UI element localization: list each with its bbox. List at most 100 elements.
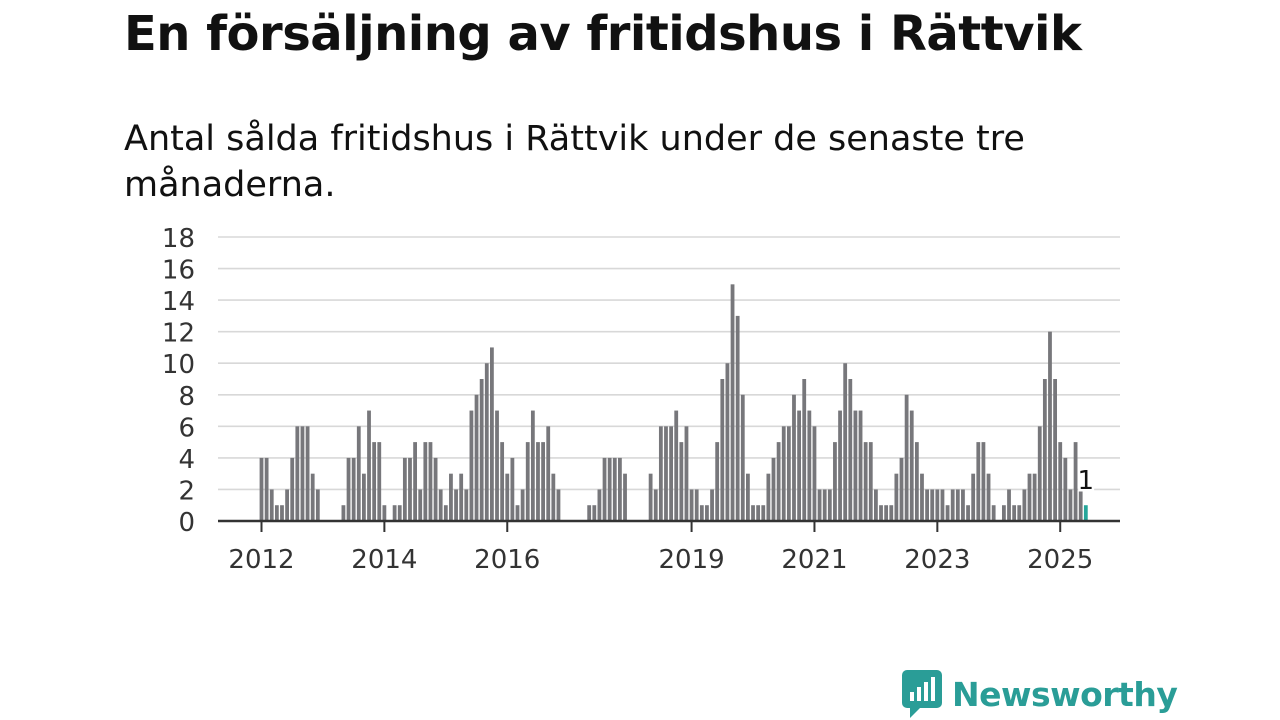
- bar: [899, 457, 904, 521]
- bar: [510, 457, 515, 521]
- y-tick-label: 8: [178, 382, 195, 412]
- bar: [1022, 489, 1027, 521]
- bar: [833, 442, 837, 521]
- bar: [766, 473, 771, 521]
- bar: [756, 505, 761, 521]
- bar: [1032, 473, 1037, 521]
- bar: [490, 347, 494, 521]
- bar-highlight: [1083, 505, 1088, 521]
- x-tick-label: 2021: [781, 545, 847, 575]
- bar: [1048, 331, 1052, 521]
- x-tick-label: 2025: [1027, 545, 1093, 575]
- bar: [479, 379, 484, 521]
- bar: [290, 457, 295, 521]
- bars: [259, 284, 1088, 521]
- bar: [740, 394, 745, 521]
- bar: [454, 489, 458, 521]
- y-tick-label: 12: [162, 319, 195, 349]
- bar: [449, 473, 453, 521]
- bar: [367, 410, 371, 521]
- y-tick-label: 0: [178, 508, 195, 538]
- newsworthy-logo-icon: [902, 670, 942, 718]
- bar: [525, 442, 530, 521]
- bar: [464, 489, 469, 521]
- y-tick-label: 16: [162, 256, 195, 286]
- bar: [1037, 426, 1042, 521]
- bar: [551, 473, 556, 521]
- bar: [1053, 379, 1057, 521]
- bar: [269, 489, 274, 521]
- bar: [418, 489, 423, 521]
- bar: [377, 442, 382, 521]
- bar: [991, 505, 996, 521]
- bar: [264, 457, 269, 521]
- bar: [274, 505, 279, 521]
- bar: [802, 379, 807, 521]
- bar: [725, 363, 730, 521]
- bar: [1068, 489, 1073, 521]
- y-tick-label: 14: [162, 287, 195, 317]
- bar: [776, 442, 781, 521]
- bar: [305, 426, 310, 521]
- bar: [674, 410, 679, 521]
- x-tick-label: 2014: [351, 545, 417, 575]
- bar: [781, 426, 786, 521]
- bar: [546, 426, 551, 521]
- bar: [1058, 442, 1063, 521]
- bar: [843, 363, 848, 521]
- bar: [530, 410, 535, 521]
- bar: [669, 426, 673, 521]
- bar: [408, 457, 412, 521]
- bar: [827, 489, 832, 521]
- bar: [925, 489, 929, 521]
- bar: [413, 442, 417, 521]
- bar: [556, 489, 561, 521]
- bar: [300, 426, 305, 521]
- chart-title: En försäljning av fritidshus i Rättvik: [124, 6, 1082, 62]
- bar: [259, 457, 264, 521]
- bar: [495, 410, 499, 521]
- bar: [428, 442, 433, 521]
- bar: [541, 442, 545, 521]
- bar: [372, 442, 377, 521]
- bar: [1042, 379, 1047, 521]
- chart-subtitle: Antal sålda fritidshus i Rättvik under d…: [124, 119, 1025, 205]
- bar: [981, 442, 986, 521]
- bar: [817, 489, 822, 521]
- bar: [310, 473, 315, 521]
- bar: [623, 473, 627, 521]
- bar: [853, 410, 858, 521]
- bar: [469, 410, 474, 521]
- bar: [1073, 442, 1078, 521]
- bar: [315, 489, 320, 521]
- bar: [1063, 457, 1068, 521]
- bar: [1012, 505, 1017, 521]
- bar: [520, 489, 525, 521]
- bar: [402, 457, 407, 521]
- bar: [909, 410, 914, 521]
- bar: [515, 505, 520, 521]
- bar: [618, 457, 622, 521]
- x-axis-ticks: 2012 2014 2016 2019 2021 2023 2025: [228, 521, 1093, 575]
- bar: [1078, 489, 1083, 521]
- bar: [433, 457, 438, 521]
- bar: [362, 473, 366, 521]
- bar: [720, 379, 725, 521]
- bar: [863, 442, 868, 521]
- x-tick-label: 2016: [474, 545, 540, 575]
- bar: [280, 505, 284, 521]
- x-tick-label: 2019: [658, 545, 724, 575]
- bar: [940, 489, 945, 521]
- bar: [761, 505, 766, 521]
- bar: [710, 489, 714, 521]
- x-tick-label: 2023: [904, 545, 970, 575]
- bar: [658, 426, 663, 521]
- bar: [961, 489, 965, 521]
- bar: [914, 442, 919, 521]
- y-tick-label: 4: [178, 445, 195, 475]
- bar: [459, 473, 464, 521]
- bar: [664, 426, 668, 521]
- bar: [351, 457, 356, 521]
- bar: [945, 505, 950, 521]
- bar: [1007, 489, 1011, 521]
